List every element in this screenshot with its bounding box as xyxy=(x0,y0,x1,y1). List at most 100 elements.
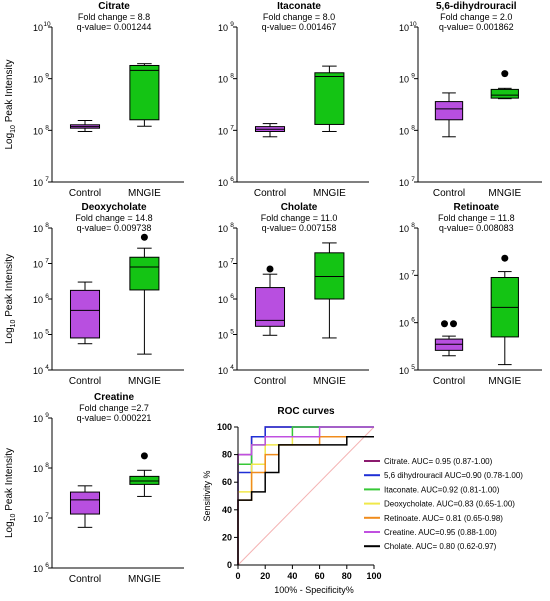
x-category-label: MNGIE xyxy=(313,376,346,387)
y-tick-exponent: 10 xyxy=(43,21,51,28)
fold-change-label: Fold change =2.7 xyxy=(79,403,149,413)
roc-series-line xyxy=(237,435,374,565)
y-tick-exponent: 6 xyxy=(45,293,49,300)
q-value-label: q-value= 0.008083 xyxy=(439,223,514,233)
y-tick-label: 10 xyxy=(33,414,43,424)
y-tick-label: 10 xyxy=(33,295,43,305)
y-tick-label: 10 xyxy=(33,464,43,474)
y-axis-label-subscript: 10 xyxy=(10,513,17,521)
q-value-label: q-value= 0.001244 xyxy=(77,22,152,32)
x-category-label: Control xyxy=(69,574,101,585)
y-tick-exponent: 10 xyxy=(409,21,417,28)
y-tick-label: 10 xyxy=(33,224,43,234)
y-tick-label: 10 xyxy=(399,271,409,281)
x-category-label: MNGIE xyxy=(128,376,161,387)
panel-title: 5,6-dihydrouracil xyxy=(436,1,517,12)
q-value-label: q-value= 0.001862 xyxy=(439,22,514,32)
y-tick-label: 10 xyxy=(399,319,409,329)
roc-y-tick-label: 0 xyxy=(227,560,232,570)
x-category-label: Control xyxy=(433,188,465,199)
y-tick-label: 10 xyxy=(33,126,43,136)
roc-y-tick-label: 20 xyxy=(222,532,232,542)
fold-change-label: Fold change = 11.8 xyxy=(438,213,515,223)
box-mngie xyxy=(314,72,345,125)
box-mngie xyxy=(129,256,160,291)
y-tick-exponent: 7 xyxy=(45,512,49,519)
y-tick-exponent: 5 xyxy=(230,329,234,336)
box-mngie xyxy=(490,88,519,99)
y-tick-exponent: 6 xyxy=(45,562,49,569)
q-value-label: q-value= 0.000221 xyxy=(77,413,152,423)
y-tick-exponent: 9 xyxy=(411,73,415,80)
y-tick-exponent: 7 xyxy=(45,258,49,265)
roc-x-tick-label: 100 xyxy=(366,571,381,581)
y-tick-exponent: 7 xyxy=(411,176,415,183)
x-category-label: MNGIE xyxy=(128,188,161,199)
outlier-point xyxy=(501,254,509,262)
panel-title: Creatine xyxy=(94,392,134,403)
x-category-label: Control xyxy=(254,376,286,387)
roc-x-tick-label: 80 xyxy=(342,571,352,581)
y-tick-label: 10 xyxy=(218,331,228,341)
outlier-point xyxy=(140,452,148,460)
legend-entry: Citrate. AUC= 0.95 (0.87-1.00) xyxy=(384,457,493,466)
x-category-label: Control xyxy=(254,188,286,199)
y-axis-label-subscript: 10 xyxy=(10,319,17,327)
roc-x-tick-label: 40 xyxy=(287,571,297,581)
outlier-point xyxy=(450,320,457,328)
box-control xyxy=(69,491,101,515)
y-tick-exponent: 7 xyxy=(45,176,49,183)
fold-change-label: Fold change = 11.0 xyxy=(261,213,338,223)
q-value-label: q-value= 0.001467 xyxy=(262,22,337,32)
x-category-label: MNGIE xyxy=(128,574,161,585)
x-category-label: MNGIE xyxy=(488,376,521,387)
roc-series-line xyxy=(237,435,374,565)
y-axis-label: Log10 Peak Intensity xyxy=(4,59,17,149)
x-category-label: Control xyxy=(69,376,101,387)
y-tick-exponent: 8 xyxy=(45,462,49,469)
q-value-label: q-value= 0.009738 xyxy=(77,223,152,233)
y-axis-label-rest: Peak Intensity xyxy=(4,254,15,320)
box-mngie xyxy=(314,252,345,300)
y-tick-exponent: 5 xyxy=(45,329,49,336)
y-axis-label-base: Log xyxy=(4,521,15,538)
panel-title: Retinoate xyxy=(453,202,499,213)
x-category-label: Control xyxy=(69,188,101,199)
panel-title: Itaconate xyxy=(277,1,321,12)
outlier-point xyxy=(140,233,148,241)
y-tick-exponent: 6 xyxy=(411,317,415,324)
roc-y-tick-label: 60 xyxy=(222,477,232,487)
roc-y-tick-label: 80 xyxy=(222,450,232,460)
y-tick-exponent: 5 xyxy=(411,364,415,371)
box-control xyxy=(69,289,101,339)
legend-entry: 5,6 dihydrouracil AUC=0.90 (0.78-1.00) xyxy=(384,471,523,480)
roc-y-tick-label: 100 xyxy=(217,422,232,432)
roc-legend: Citrate. AUC= 0.95 (0.87-1.00) 5,6 dihydr… xyxy=(364,457,523,551)
y-tick-label: 10 xyxy=(218,295,228,305)
y-axis-label-subscript: 10 xyxy=(10,125,17,133)
y-tick-exponent: 7 xyxy=(411,269,415,276)
outlier-point xyxy=(441,320,448,328)
box-mngie xyxy=(129,475,160,485)
panel-title: Deoxycholate xyxy=(82,202,147,213)
roc-title: ROC curves xyxy=(277,406,335,417)
panel-title: Citrate xyxy=(98,1,130,12)
fold-change-label: Fold change = 8.0 xyxy=(263,12,335,22)
y-tick-label: 10 xyxy=(399,224,409,234)
y-tick-exponent: 8 xyxy=(45,124,49,131)
y-tick-label: 10 xyxy=(399,126,409,136)
legend-entry: Itaconate. AUC=0.92 (0.81-1.00) xyxy=(384,485,500,494)
outlier-point xyxy=(266,265,274,273)
roc-panel: ROC curves 0 20 40 60 80 100 0 20 40 60 80 100 100% -… xyxy=(202,406,523,595)
roc-x-tick-label: 20 xyxy=(260,571,270,581)
y-tick-exponent: 6 xyxy=(230,293,234,300)
y-tick-exponent: 9 xyxy=(45,412,49,419)
y-tick-exponent: 8 xyxy=(411,124,415,131)
y-tick-exponent: 8 xyxy=(411,222,415,229)
